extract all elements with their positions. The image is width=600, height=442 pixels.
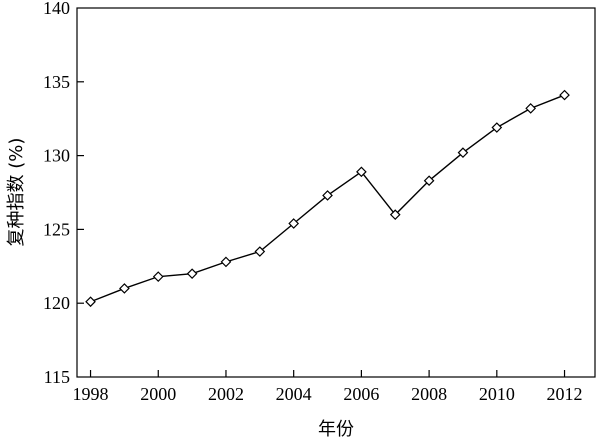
data-point-diamond [457,147,469,158]
data-point-diamond [525,103,537,114]
data-point-diamond [389,209,401,220]
plot-frame [76,7,596,378]
x-tick-label: 2000 [140,384,176,404]
x-tick-label: 1998 [73,384,109,404]
data-point-diamond [220,256,232,268]
y-tick-label: 130 [43,146,70,166]
data-point-diamond [85,296,96,308]
y-tick-label: 135 [43,72,70,92]
data-point-diamond [423,175,435,187]
data-point-diamond [491,122,503,133]
x-tick-label: 2006 [343,384,379,404]
data-point-diamond [559,89,570,101]
data-point-diamond [186,268,198,280]
data-point-diamond [152,271,164,282]
x-tick-label: 2004 [276,384,312,404]
y-axis: 115 120 125 130 135 140 [43,0,84,387]
data-point-diamond [119,283,130,294]
y-tick-label: 125 [43,219,70,239]
data-point-diamond [288,218,300,229]
x-axis-title: 年份 [318,419,354,440]
x-tick-label: 2002 [208,384,244,404]
data-point-diamond [356,166,367,178]
y-tick-label: 140 [43,0,70,18]
series-layer [85,89,570,308]
y-tick-label: 115 [44,367,70,387]
plot-area-border [76,7,596,378]
x-tick-label: 2012 [547,384,583,404]
x-axis: 1998 2000 2002 2004 2006 2008 2010 2012 [73,370,583,404]
y-tick-label: 120 [43,293,70,313]
x-tick-label: 2008 [411,384,447,404]
data-point-diamond [322,190,333,201]
data-point-diamond [254,246,266,257]
y-axis-title: 复种指数 (%) [6,138,27,247]
x-tick-label: 2010 [479,384,515,404]
